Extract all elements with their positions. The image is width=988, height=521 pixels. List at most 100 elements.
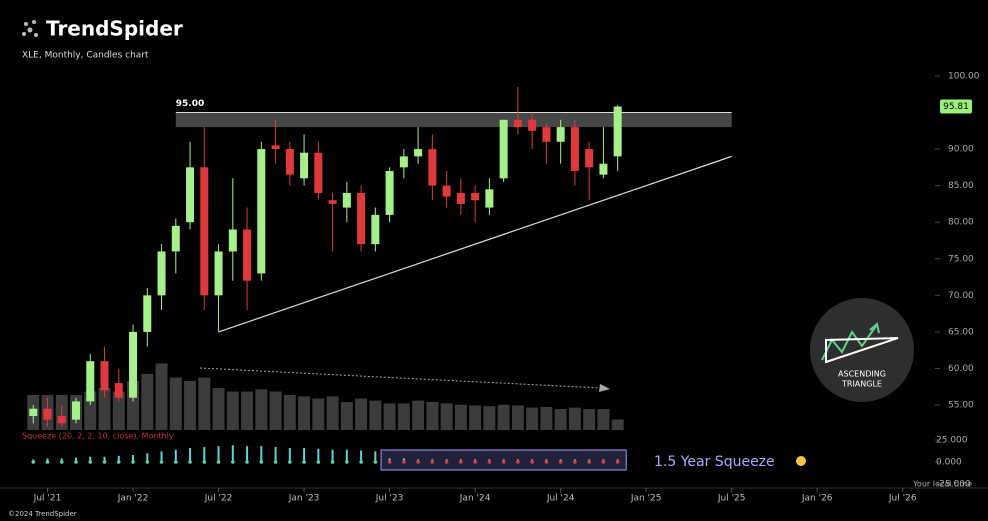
candle-body	[57, 416, 66, 424]
x-tick-label: Jul '24	[546, 494, 575, 504]
candle-body	[613, 106, 622, 157]
volume-bar	[397, 403, 410, 430]
squeeze-dot	[188, 460, 192, 464]
logo: TrendSpider	[46, 17, 183, 41]
x-tick-label: Jul '22	[204, 494, 233, 504]
squeeze-dot	[231, 460, 235, 464]
y-tick-label: 100.00	[948, 71, 980, 81]
candle-body	[485, 189, 494, 208]
x-tick-label: Jul '26	[888, 494, 917, 504]
candle-body	[385, 171, 394, 215]
x-tick-label: Jan '26	[801, 494, 833, 504]
volume-bar	[540, 406, 553, 430]
y-tick-label: 55.00	[948, 401, 974, 411]
volume-bar	[483, 406, 496, 430]
volume-bar	[355, 398, 368, 430]
squeeze-dot	[131, 460, 135, 464]
squeeze-dot	[530, 460, 534, 464]
squeeze-dot	[74, 460, 78, 464]
y-tick-label: 90.00	[948, 145, 974, 155]
candle-body	[542, 127, 551, 142]
volume-bar	[241, 391, 254, 430]
candle-body	[157, 251, 166, 296]
candle-body	[314, 152, 323, 193]
squeeze-dot	[416, 460, 420, 464]
badge-label: ASCENDING	[838, 370, 886, 379]
resistance-band	[175, 112, 732, 128]
squeeze-dot	[444, 460, 449, 464]
volume-bar	[611, 419, 624, 430]
candle-body	[357, 192, 366, 245]
candle-body	[100, 361, 109, 391]
y-tick-label: 60.00	[948, 364, 974, 374]
candle-body	[414, 149, 423, 157]
y-tick-label: 80.00	[948, 218, 974, 228]
candle-body	[72, 401, 81, 420]
squeeze-dot	[544, 460, 549, 464]
candle-body	[556, 127, 565, 142]
squeeze-annotation: 1.5 Year Squeeze	[654, 454, 775, 470]
candle-body	[271, 145, 280, 150]
volume-bar	[198, 377, 211, 430]
volume-bar	[383, 403, 396, 430]
volume-bar	[169, 377, 182, 430]
candle-body	[528, 119, 537, 131]
y-tick-label: 85.00	[948, 181, 974, 191]
badge-label: TRIANGLE	[841, 380, 882, 389]
emoji-icon	[796, 456, 806, 466]
volume-bar	[340, 402, 353, 430]
x-tick-label: Jan '24	[459, 494, 491, 504]
squeeze-y-tick-label: 25.000	[936, 436, 968, 446]
squeeze-dot	[330, 460, 335, 464]
squeeze-dot	[102, 460, 107, 464]
squeeze-dot	[430, 460, 435, 464]
volume-bar	[98, 388, 111, 430]
candle-body	[371, 214, 380, 245]
candle-body	[471, 192, 480, 201]
volume-bar	[497, 404, 510, 430]
squeeze-dot	[402, 460, 406, 464]
volume-bar	[141, 374, 154, 430]
squeeze-dot	[487, 460, 492, 464]
last-price-tag	[940, 99, 972, 114]
volume-bar	[298, 396, 311, 430]
volume-bar	[155, 363, 168, 430]
candle-body	[228, 229, 237, 252]
arrow-head	[599, 384, 610, 392]
volume-bar	[283, 395, 296, 430]
x-tick-label: Jul '23	[375, 494, 404, 504]
candle-body	[585, 149, 594, 168]
volume-bar	[212, 388, 225, 430]
squeeze-y-tick-label: -25.000	[936, 480, 971, 490]
squeeze-dot	[202, 460, 207, 464]
squeeze-dot	[216, 460, 221, 464]
squeeze-title: Squeeze (20, 2, 2, 10, close), Monthly	[22, 432, 174, 441]
candle-body	[399, 156, 408, 168]
y-tick-label: 65.00	[948, 327, 974, 337]
squeeze-dot	[573, 460, 577, 464]
x-tick-label: Jan '22	[117, 494, 149, 504]
candle-body	[86, 361, 95, 402]
squeeze-dot	[501, 460, 506, 464]
squeeze-dot	[245, 460, 249, 464]
volume-bar	[426, 402, 439, 430]
footer: Your local time	[912, 480, 972, 489]
squeeze-dot	[345, 460, 349, 464]
candle-body	[257, 149, 266, 274]
trendline	[218, 155, 732, 333]
squeeze-dot	[145, 460, 150, 464]
candle-body	[428, 149, 437, 186]
squeeze-dot	[516, 460, 520, 464]
volume-bar	[255, 389, 268, 430]
candle-body	[114, 383, 123, 398]
candle-body	[243, 229, 252, 281]
volume-bar	[226, 391, 239, 430]
squeeze-dot	[459, 460, 463, 464]
volume-trend-arrow	[199, 367, 601, 389]
candle-body	[300, 152, 309, 179]
volume-bar	[440, 403, 453, 430]
x-tick-label: Jan '25	[630, 494, 662, 504]
squeeze-dot	[59, 460, 64, 464]
